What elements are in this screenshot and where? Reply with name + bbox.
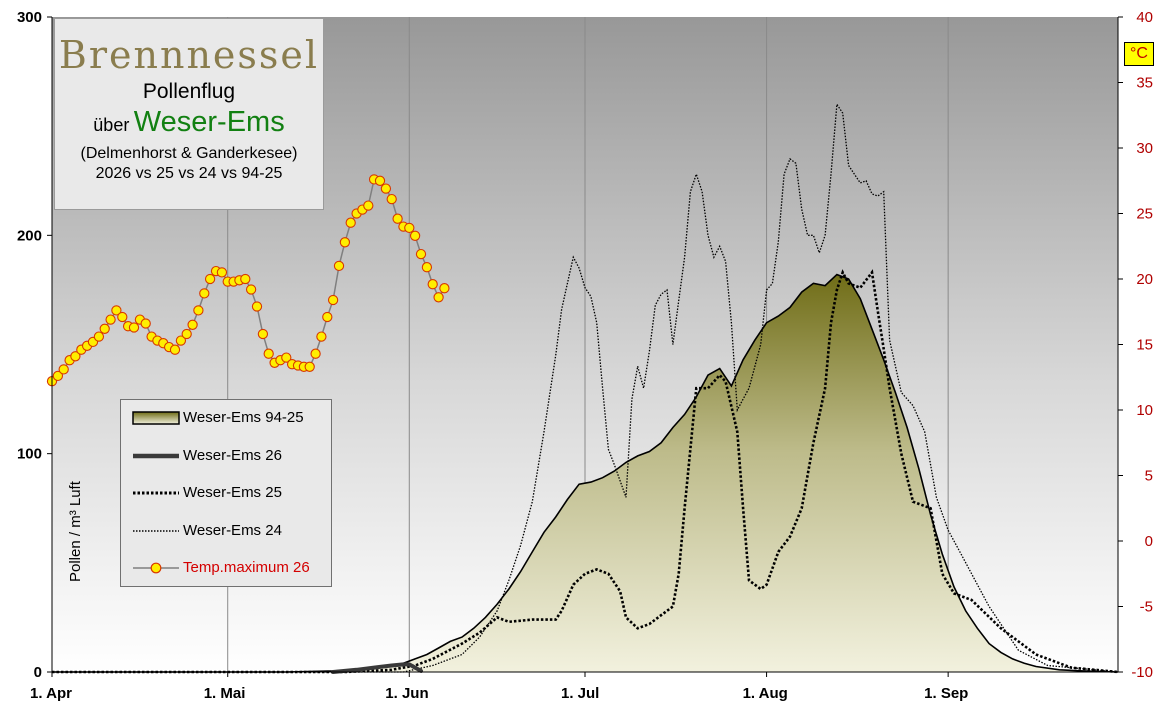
- title-comparison: 2026 vs 25 vs 24 vs 94-25: [95, 165, 283, 182]
- legend-label: Weser-Ems 25: [183, 484, 282, 501]
- series-area-94-25: [52, 274, 1118, 672]
- y2-tick-label: 40: [1136, 9, 1153, 26]
- temp-point: [52, 370, 64, 382]
- legend-area-swatch: [132, 411, 180, 425]
- temp-point: [322, 311, 333, 323]
- temp-point: [333, 260, 345, 272]
- y2-tick-label: 25: [1136, 206, 1153, 223]
- series-line-25: [52, 269, 1119, 674]
- temp-point: [216, 267, 228, 278]
- temp-point: [310, 348, 321, 359]
- temp-point: [304, 361, 315, 372]
- temp-point: [93, 331, 105, 342]
- series-line-24: [52, 102, 1119, 673]
- temp-point: [251, 301, 263, 312]
- temp-point: [386, 193, 397, 205]
- temp-point: [345, 217, 356, 228]
- title-region-row: über Weser-Ems: [55, 105, 323, 144]
- legend: Weser-Ems 94-25 Weser-Ems 26 Weser-Ems 2…: [120, 399, 332, 587]
- y2-tick-label: -5: [1140, 599, 1153, 616]
- temp-point: [404, 222, 415, 234]
- right-axis-unit-badge: °C: [1124, 42, 1154, 66]
- legend-fine-dotted-line: [133, 530, 179, 532]
- x-tick-label: 1. Jul: [561, 685, 599, 702]
- temp-point: [245, 284, 257, 295]
- x-tick-label: 1. Aug: [743, 685, 788, 702]
- temp-point: [415, 248, 427, 260]
- temp-point: [427, 279, 438, 290]
- y2-tick-label: 20: [1136, 271, 1153, 288]
- y2-tick-label: -10: [1131, 664, 1153, 681]
- temp-point: [439, 283, 450, 294]
- temp-point: [99, 323, 110, 334]
- temp-point: [117, 311, 128, 323]
- chart-title-plant: Brennnessel: [58, 33, 320, 77]
- title-box: Brennnessel Pollenflug über Weser-Ems (D…: [54, 18, 324, 210]
- y2-tick-label: 15: [1136, 337, 1153, 354]
- temp-point: [409, 230, 421, 241]
- axes: 0 100 200 300 -10 -5 0 5 10 15 20 25 30 35 40 1. Apr 1. …: [17, 9, 1153, 702]
- temp-point: [128, 322, 140, 333]
- legend-label: Weser-Ems 94-25: [183, 409, 304, 426]
- legend-label: Weser-Ems 26: [183, 447, 282, 464]
- y2-tick-label: 5: [1145, 468, 1153, 485]
- temp-point: [421, 262, 433, 273]
- y-axis-title: Pollen / m³ Luft: [67, 480, 84, 582]
- temp-point: [374, 175, 386, 186]
- x-tick-label: 1. Jun: [385, 685, 428, 702]
- y-tick-label: 100: [17, 446, 42, 463]
- temp-point: [327, 294, 339, 306]
- temp-point: [169, 344, 181, 355]
- series-layer: [46, 102, 1119, 674]
- temp-point: [140, 318, 151, 329]
- temp-point: [111, 305, 122, 316]
- y2-tick-label: 0: [1145, 533, 1153, 550]
- temp-point: [105, 314, 116, 325]
- temp-point: [193, 305, 204, 316]
- y-tick-label: 300: [17, 9, 42, 26]
- temp-point: [175, 335, 187, 346]
- temp-point: [433, 292, 444, 303]
- legend-dotted-thick-line: [133, 491, 179, 495]
- y2-tick-label: 10: [1136, 402, 1153, 419]
- legend-thick-line: [133, 453, 179, 459]
- legend-label: Weser-Ems 24: [183, 522, 282, 539]
- chart-subtitle: Pollenflug: [142, 80, 236, 103]
- temp-point: [257, 328, 269, 340]
- y-tick-label: 0: [34, 664, 42, 681]
- temp-point: [380, 183, 392, 194]
- x-tick-label: 1. Mai: [204, 685, 246, 702]
- temp-point: [181, 328, 192, 340]
- temp-point: [58, 364, 69, 375]
- title-region: Weser-Ems: [133, 106, 285, 138]
- series-line-26: [331, 662, 423, 674]
- temp-point: [240, 273, 251, 285]
- temp-point: [392, 213, 403, 224]
- x-tick-label: 1. Sep: [924, 685, 968, 702]
- temp-point: [316, 331, 327, 342]
- legend-temp-marker-line: [133, 562, 179, 574]
- y-tick-label: 200: [17, 227, 42, 244]
- temp-point: [187, 319, 198, 330]
- y2-tick-label: 30: [1136, 140, 1153, 157]
- temp-point: [263, 348, 274, 359]
- temp-point: [339, 237, 351, 248]
- temp-point: [199, 288, 210, 299]
- x-tick-label: 1. Apr: [30, 685, 72, 702]
- y2-tick-label: 35: [1136, 75, 1153, 92]
- title-sites: (Delmenhorst & Ganderkesee): [80, 145, 298, 162]
- temp-point: [281, 352, 292, 363]
- temp-point: [363, 200, 374, 211]
- title-ueber: über: [93, 115, 130, 135]
- legend-label: Temp.maximum 26: [183, 559, 310, 576]
- temp-point: [70, 351, 81, 362]
- temp-point: [204, 273, 216, 285]
